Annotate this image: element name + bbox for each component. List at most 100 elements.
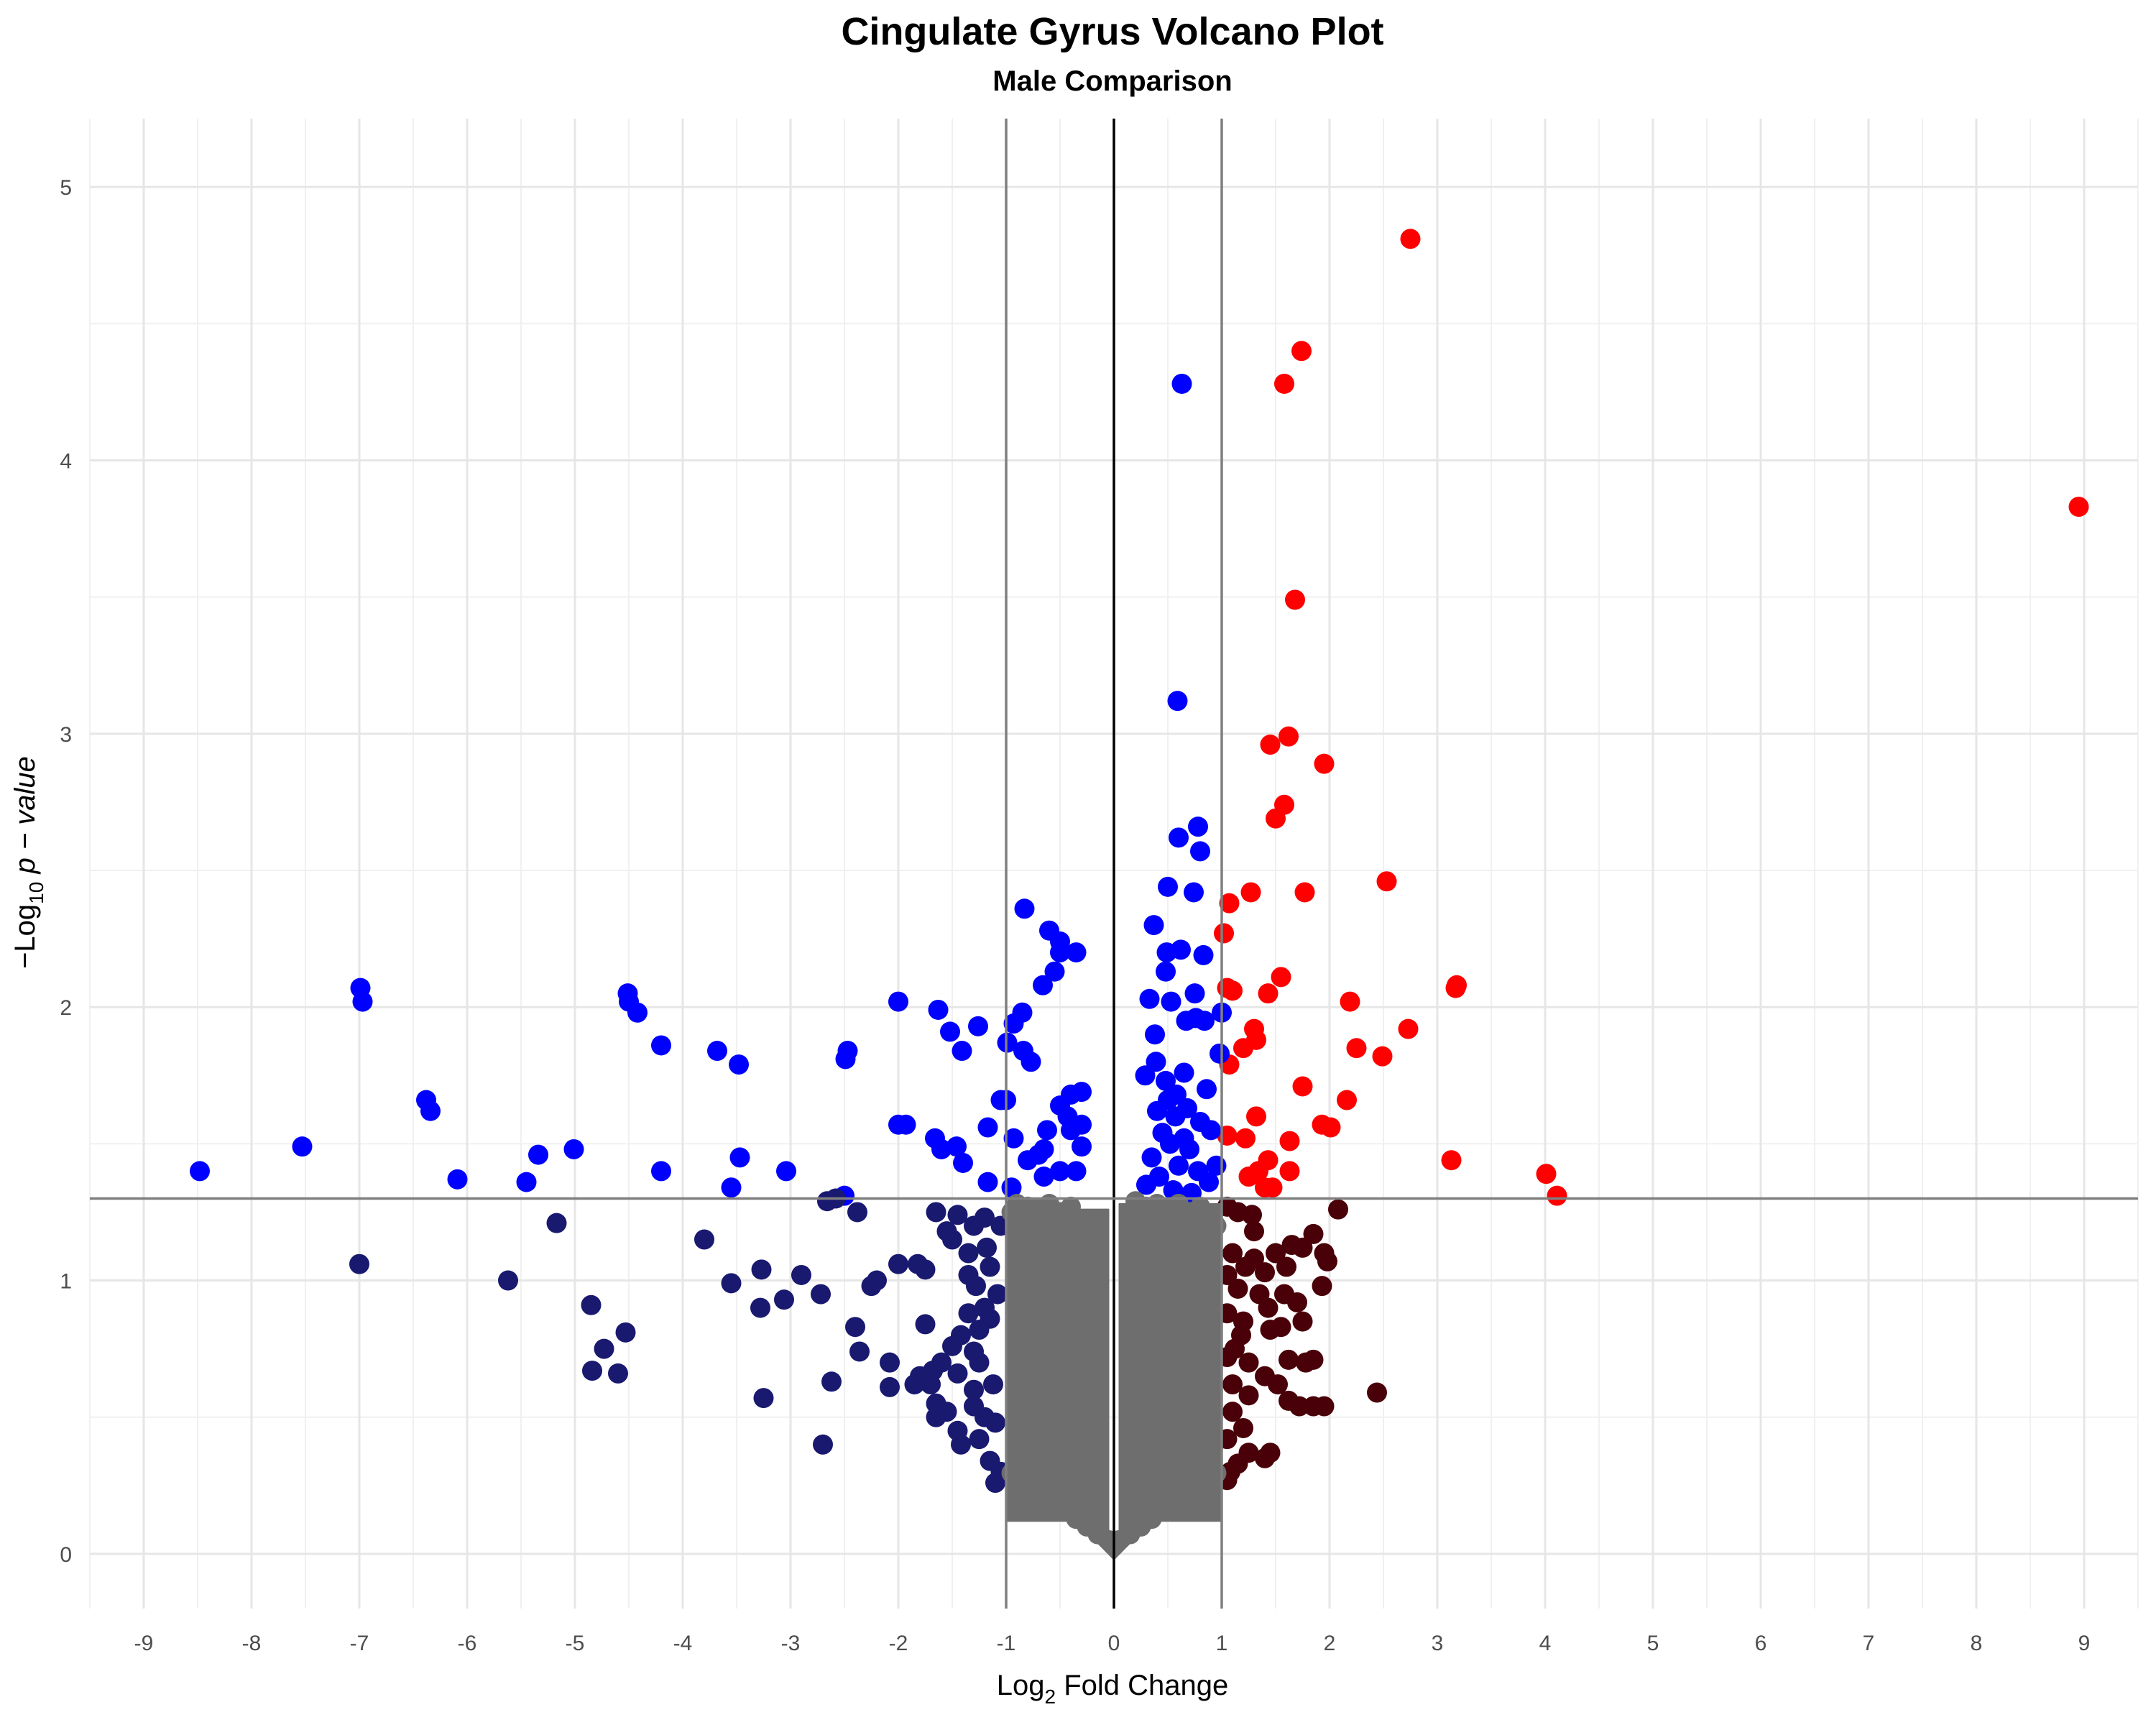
y-axis-title-subscript: 10 (25, 882, 47, 904)
data-point (975, 1297, 995, 1318)
data-point (1145, 1024, 1165, 1045)
data-point (1536, 1164, 1557, 1184)
data-point (694, 1229, 714, 1250)
data-point (958, 1303, 979, 1324)
x-tick-label: 8 (1971, 1632, 1983, 1655)
data-point (651, 1035, 671, 1056)
y-tick-label: 2 (60, 996, 72, 1020)
x-axis-title-suffix: Fold Change (1056, 1670, 1228, 1701)
data-point (352, 991, 373, 1012)
data-point (947, 1363, 968, 1384)
data-point (1367, 1382, 1387, 1403)
x-tick-label: 5 (1647, 1632, 1659, 1655)
data-point (1266, 808, 1286, 829)
data-point (776, 1161, 796, 1182)
data-point (1340, 991, 1360, 1012)
data-point (1398, 1018, 1419, 1039)
data-point (1242, 1205, 1262, 1225)
data-point (946, 1136, 967, 1157)
data-point (751, 1259, 772, 1280)
data-point (821, 1371, 842, 1392)
data-point (1246, 1106, 1266, 1127)
data-point (1158, 876, 1178, 897)
x-tick-label: 2 (1324, 1632, 1336, 1655)
x-tick-label: -3 (781, 1632, 801, 1655)
x-tick-labels: -9 -8 -7 -6 -5 -4 -3 -2 -1 0 1 2 3 4 5 6 7 8 9 (134, 1632, 2091, 1655)
data-point (1222, 980, 1243, 1001)
data-point (1214, 923, 1234, 944)
data-point (1258, 983, 1279, 1004)
data-point (1174, 1128, 1194, 1149)
data-point (608, 1363, 628, 1384)
data-point (563, 1138, 584, 1159)
data-point (1156, 942, 1177, 963)
data-point (1190, 841, 1210, 862)
data-point (581, 1294, 602, 1315)
data-point (895, 1114, 916, 1135)
data-point (1003, 1128, 1024, 1149)
data-point (1197, 1079, 1217, 1100)
data-point (349, 1254, 369, 1274)
data-points (190, 229, 2089, 1560)
y-axis-title-suffix: p − value (9, 756, 41, 882)
data-point (977, 1172, 998, 1192)
data-point (985, 1412, 1005, 1433)
x-tick-label: 9 (2078, 1632, 2091, 1655)
data-point (582, 1361, 602, 1381)
x-tick-label: 1 (1216, 1632, 1228, 1655)
data-point (926, 1407, 946, 1427)
data-point (1285, 589, 1305, 610)
data-point (849, 1341, 870, 1362)
data-point (847, 1202, 867, 1223)
data-point (921, 1374, 941, 1395)
data-point (1292, 1311, 1313, 1332)
data-point (1260, 1320, 1281, 1340)
data-point (1169, 827, 1189, 848)
data-point (1171, 373, 1192, 394)
data-point (1190, 1111, 1210, 1132)
data-point (1156, 1070, 1176, 1091)
data-point (969, 1429, 990, 1450)
data-point (928, 999, 949, 1020)
chart-subtitle: Male Comparison (992, 65, 1232, 97)
data-point (1147, 1100, 1167, 1121)
data-point (1222, 1402, 1243, 1422)
data-point (1314, 753, 1335, 774)
data-point (791, 1264, 811, 1285)
data-point (1441, 1150, 1462, 1171)
data-point (980, 1256, 1000, 1277)
data-point (1222, 1243, 1243, 1264)
x-tick-label: -4 (673, 1632, 693, 1655)
data-point (2068, 497, 2089, 518)
x-axis-title-subscript: 2 (1045, 1685, 1056, 1708)
data-point (975, 1208, 995, 1228)
data-point (528, 1144, 548, 1165)
data-point (1066, 1161, 1087, 1182)
data-point (1061, 1196, 1081, 1217)
data-point (942, 1335, 962, 1356)
x-tick-label: 7 (1863, 1632, 1875, 1655)
data-point (615, 1322, 636, 1343)
data-point (1445, 978, 1466, 998)
data-point (1184, 882, 1204, 903)
data-point (1177, 1098, 1197, 1118)
data-point (951, 1434, 971, 1455)
data-point (1141, 1147, 1162, 1168)
data-point (968, 1016, 988, 1036)
x-tick-label: -2 (889, 1632, 908, 1655)
data-point (1193, 944, 1214, 965)
y-tick-label: 5 (60, 176, 72, 200)
data-point (990, 1090, 1011, 1110)
data-point (880, 1352, 900, 1373)
data-point (1206, 1463, 1227, 1484)
data-point (1287, 1292, 1307, 1312)
data-point (753, 1388, 774, 1409)
data-point (1050, 1161, 1070, 1182)
data-point (1266, 1243, 1286, 1264)
data-point (888, 991, 908, 1012)
data-point (1018, 1150, 1038, 1171)
data-point (880, 1376, 900, 1397)
data-point (1050, 942, 1070, 963)
data-point (1271, 967, 1291, 988)
data-point (1188, 816, 1208, 837)
